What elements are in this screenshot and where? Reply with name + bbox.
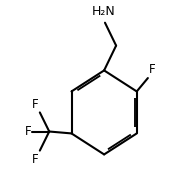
Text: F: F bbox=[149, 63, 155, 76]
Text: F: F bbox=[25, 125, 31, 138]
Text: H₂N: H₂N bbox=[91, 5, 115, 18]
Text: F: F bbox=[32, 98, 39, 111]
Text: F: F bbox=[32, 152, 39, 165]
